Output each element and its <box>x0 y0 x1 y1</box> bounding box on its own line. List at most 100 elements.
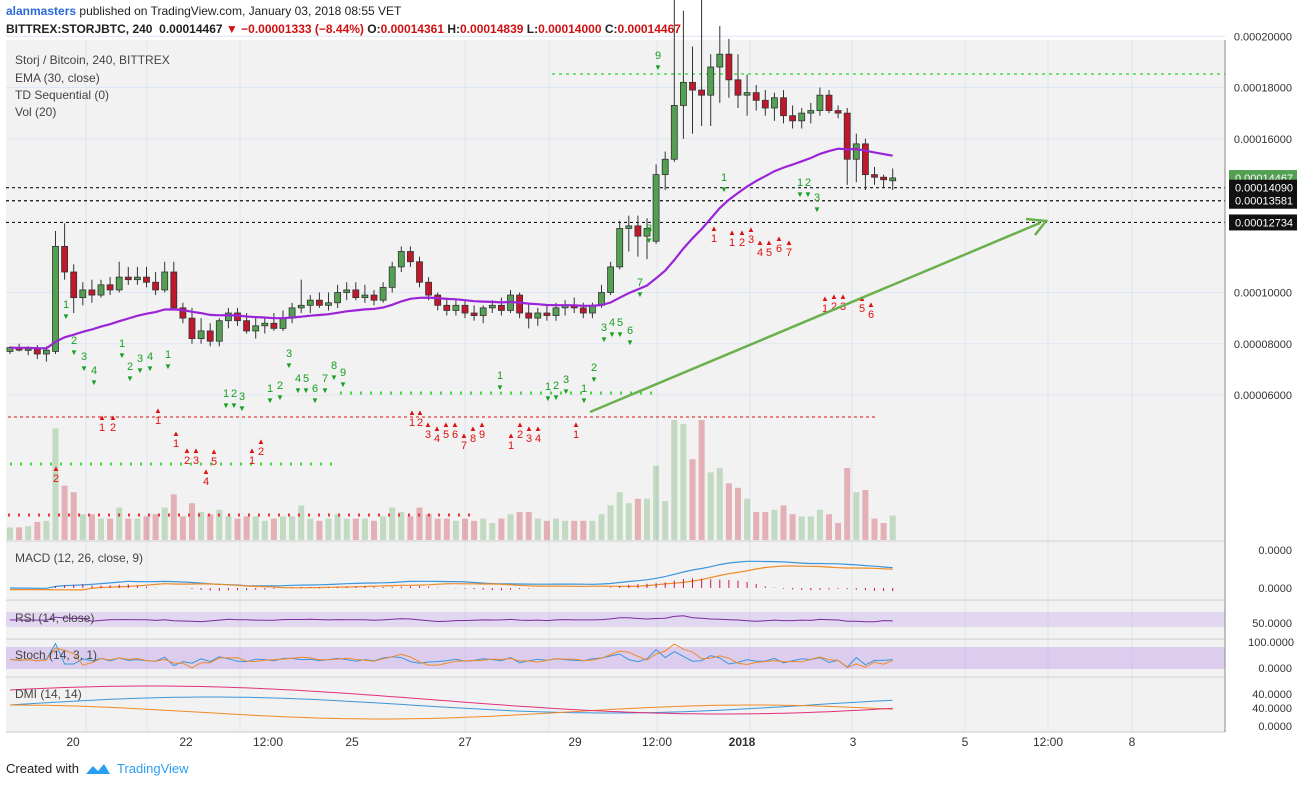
td-buy-triangle-icon: ▼ <box>118 351 126 360</box>
td-buy-count: 4 <box>147 351 153 363</box>
stoch-label[interactable]: Stoch (14, 3, 1) <box>15 648 98 662</box>
candle-body <box>315 299 323 306</box>
time-axis[interactable]: 20 22 12:00 25 27 29 12:00 2018 3 5 12:00 8 <box>66 735 1135 749</box>
legend-vol[interactable]: Vol (20) <box>15 105 57 119</box>
candle-body <box>689 81 696 91</box>
candle-body <box>743 92 751 96</box>
td-buy-count: 3 <box>286 348 292 360</box>
volume-bar <box>589 520 596 540</box>
td-sell-triangle-icon: ▲ <box>442 420 450 429</box>
trendline-arrow[interactable] <box>589 217 1049 414</box>
td-buy-triangle-icon: ▼ <box>164 362 172 371</box>
td-buy-triangle-icon: ▼ <box>608 330 616 339</box>
dmi-label[interactable]: DMI (14, 14) <box>15 687 82 701</box>
candle-body <box>752 92 760 101</box>
td-sell-count: 3 <box>193 455 199 467</box>
td-buy-count: 2 <box>553 380 559 392</box>
macd-label[interactable]: MACD (12, 26, close, 9) <box>15 551 144 565</box>
last-price: 0.00014467 <box>159 22 223 36</box>
main-pane-background <box>6 40 1225 540</box>
td-buy-count: 4 <box>609 317 615 329</box>
stoch-band <box>6 647 1225 669</box>
volume-bar <box>189 503 195 540</box>
td-sell-triangle-icon: ▲ <box>710 224 718 233</box>
trendline[interactable] <box>589 221 1041 414</box>
ema-30-line <box>9 147 893 350</box>
volume-bar <box>634 498 641 540</box>
candle-body <box>224 312 232 322</box>
td-sell-count: 3 <box>526 433 532 445</box>
price-change: −0.00001333 (−8.44%) <box>241 22 364 36</box>
td-sell-triangle-icon: ▲ <box>728 228 736 237</box>
candle-body <box>124 276 132 281</box>
candle-body <box>279 317 287 329</box>
td-buy-triangle-icon: ▼ <box>266 396 274 405</box>
candle-body <box>780 97 787 117</box>
td-sell-count: 4 <box>434 433 440 445</box>
td-sell-triangle-icon: ▲ <box>52 464 60 473</box>
candle-body <box>361 294 369 299</box>
level-badge <box>1229 179 1297 196</box>
price-tick-label: 0.00018000 <box>1234 83 1292 95</box>
td-buy-count: 1 <box>165 349 171 361</box>
stoch-pane-background <box>6 639 1225 676</box>
td-sell-count: 6 <box>868 309 874 321</box>
publisher-name[interactable]: alanmasters <box>6 4 77 18</box>
candle-body <box>197 330 205 340</box>
td-sell-triangle-icon: ▲ <box>192 446 200 455</box>
time-tick-label: 3 <box>850 735 857 749</box>
time-tick-label: 27 <box>458 735 472 749</box>
td-buy-count: 3 <box>239 391 245 403</box>
volume-bar <box>207 514 214 540</box>
volume-bar <box>352 518 359 540</box>
td-sell-count: 1 <box>173 438 179 450</box>
price-axis[interactable]: 0.000240000.000220000.000200000.00018000… <box>1224 0 1297 733</box>
td-sell-triangle-icon: ▲ <box>525 424 533 433</box>
volume-bar <box>234 518 241 540</box>
td-sell-count: 3 <box>748 234 754 246</box>
candle-body <box>79 289 87 299</box>
volume-bar <box>625 503 632 540</box>
td-sell-triangle-icon: ▲ <box>469 424 477 433</box>
rsi-label[interactable]: RSI (14, close) <box>15 611 95 625</box>
td-buy-triangle-icon: ▼ <box>544 394 552 403</box>
volume-bar <box>835 523 842 540</box>
volume-bar <box>689 459 696 540</box>
td-buy-triangle-icon: ▼ <box>339 380 347 389</box>
candle-body <box>188 317 196 340</box>
candle-body <box>170 271 178 309</box>
td-buy-count: 9 <box>655 50 661 62</box>
td-sell-count: 6 <box>776 243 782 255</box>
candle-body <box>661 158 669 176</box>
td-sell-count: 7 <box>461 440 467 452</box>
stoch-tick-label: 100.0000 <box>1248 637 1294 649</box>
time-tick-label: 12:00 <box>642 735 672 749</box>
td-sell-triangle-icon: ▲ <box>154 406 162 415</box>
candle-body <box>334 292 342 304</box>
volume-bar <box>307 518 314 540</box>
tradingview-brand[interactable]: TradingView <box>116 761 189 776</box>
candle-body <box>115 276 123 291</box>
td-buy-count: 1 <box>797 177 803 189</box>
candle-body <box>825 94 833 111</box>
legend-td[interactable]: TD Sequential (0) <box>15 88 110 102</box>
td-sell-triangle-icon: ▲ <box>248 446 256 455</box>
candle-body <box>88 289 96 296</box>
volume-bar <box>562 520 569 540</box>
td-sell-count: 2 <box>110 422 116 434</box>
legend-ema[interactable]: EMA (30, close) <box>15 71 100 85</box>
time-tick-label: 12:00 <box>1033 735 1063 749</box>
price-tick-label: 0.00006000 <box>1234 390 1292 402</box>
candle-body <box>61 245 68 273</box>
td-buy-count: 2 <box>127 361 133 373</box>
level-value: 0.00012734 <box>1235 217 1293 229</box>
volume-bar <box>607 505 614 540</box>
candle-body <box>889 177 897 182</box>
volume-bar <box>462 518 468 540</box>
time-tick-label: 22 <box>179 735 193 749</box>
volume-bar <box>844 468 851 540</box>
dmi-minus-line <box>10 704 893 720</box>
td-sell-count: 1 <box>822 303 828 315</box>
candle-body <box>215 320 223 342</box>
